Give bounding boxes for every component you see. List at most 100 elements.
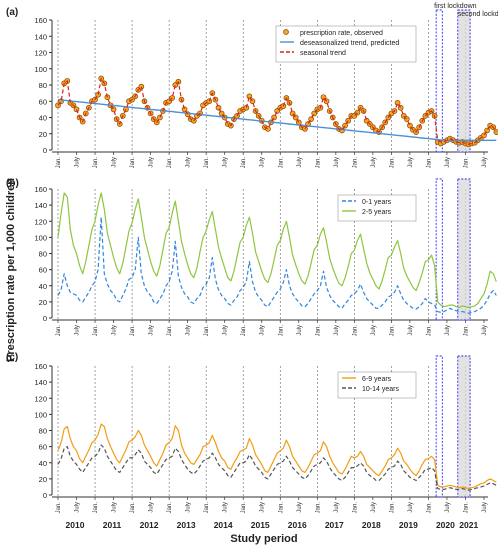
- x-tick-label: Jan.: [167, 502, 173, 514]
- x-tick-label: Jan.: [204, 325, 210, 337]
- y-tick-label: 80: [39, 427, 47, 436]
- x-tick-label: July: [186, 157, 192, 168]
- series-deseasonalized-trend-predicted: [57, 98, 497, 142]
- x-tick-label: Jan.: [241, 157, 247, 169]
- x-tick-label: Jan.: [130, 325, 136, 337]
- year-label: 2020: [436, 520, 455, 530]
- series-line: [57, 98, 497, 142]
- x-tick-label: July: [260, 157, 266, 168]
- year-label: 2012: [140, 520, 159, 530]
- x-tick-label: July: [223, 502, 229, 513]
- x-tick-label: Jan.: [93, 325, 99, 337]
- x-tick-label: July: [223, 325, 229, 336]
- series-2-5-years: [57, 192, 497, 309]
- x-tick-label: July: [186, 502, 192, 513]
- annotation-first-lockdown: first lockdown: [434, 3, 477, 10]
- legend-box: [275, 25, 417, 63]
- legend-box: [337, 371, 417, 399]
- x-tick-label: July: [112, 157, 118, 168]
- legend-entry: 10-14 years: [342, 386, 399, 393]
- legend-label: seasonal trend: [300, 50, 346, 57]
- x-tick-label: Jan.: [56, 157, 62, 169]
- legend-entry: 6-9 years: [342, 376, 392, 383]
- x-tick-label: Jan.: [352, 157, 358, 169]
- legend-marker: [283, 29, 289, 35]
- x-tick-label: July: [482, 502, 488, 513]
- x-tick-label: July: [334, 157, 340, 168]
- legend-label: 2-5 years: [362, 209, 392, 216]
- data-point: [73, 106, 80, 113]
- legend-entry: prescription rate, observed: [283, 29, 383, 37]
- x-tick-label: July: [186, 325, 192, 336]
- x-tick-label: July: [371, 157, 377, 168]
- data-point: [243, 104, 250, 111]
- x-tick-label: Jan.: [93, 157, 99, 169]
- data-point: [265, 126, 271, 132]
- x-tick-label: July: [445, 157, 451, 168]
- legend-label: deseasonalized trend, predicted: [300, 40, 399, 47]
- y-tick-label: 0: [43, 314, 47, 323]
- series-line: [57, 444, 497, 491]
- x-tick-label: July: [149, 157, 155, 168]
- first-lockdown-box: [435, 9, 443, 153]
- series-line: [57, 216, 497, 314]
- series-0-1-years: [57, 216, 497, 314]
- x-tick-label: July: [334, 502, 340, 513]
- x-tick-label: Jan.: [241, 325, 247, 337]
- year-labels: 2010 2011 2012 2013 2014 2015 2016 2017 2018 2019…: [66, 520, 479, 530]
- y-axis-label: Prescription rate per 1,000 children: [5, 178, 17, 362]
- x-tick-label: July: [112, 502, 118, 513]
- y-tick-label: 160: [34, 16, 47, 25]
- x-tick-label: July: [482, 157, 488, 168]
- y-tick-label: 160: [34, 362, 47, 371]
- x-tick-label: Jan.: [167, 325, 173, 337]
- x-tick-label: Jan.: [278, 325, 284, 337]
- x-tick-label: July: [371, 502, 377, 513]
- series-line: [57, 77, 497, 145]
- legend-label: prescription rate, observed: [300, 30, 383, 37]
- year-label: 2019: [399, 520, 418, 530]
- panel-label: (b): [6, 178, 19, 189]
- x-tick-label: July: [408, 157, 414, 168]
- legend-label: 10-14 years: [362, 386, 399, 393]
- x-tick-label: July: [445, 502, 451, 513]
- x-tick-label: July: [112, 325, 118, 336]
- series-10-14-years: [57, 444, 497, 491]
- x-tick-label: July: [297, 502, 303, 513]
- x-tick-label: July: [445, 325, 451, 336]
- x-axis-label: Study period: [230, 533, 297, 545]
- x-tick-label: Jan.: [426, 502, 432, 514]
- y-tick-label: 0: [43, 146, 47, 155]
- y-tick-label: 60: [39, 266, 47, 275]
- x-tick-label: July: [75, 325, 81, 336]
- x-tick-label: Jan.: [426, 157, 432, 169]
- x-tick-label: Jan.: [204, 502, 210, 514]
- y-tick-label: 100: [34, 233, 47, 242]
- y-tick-label: 40: [39, 459, 47, 468]
- legend-label: 0-1 years: [362, 199, 392, 206]
- second-lockdown-box: [457, 178, 471, 321]
- x-tick-label: July: [408, 502, 414, 513]
- panel-3: (c) 0 20 40 60 80 100 120 140 160 6-9 years 10-14 y…: [6, 352, 497, 514]
- x-tick-label: Jan.: [130, 157, 136, 169]
- y-tick-label: 140: [34, 378, 47, 387]
- y-tick-label: 60: [39, 443, 47, 452]
- x-tick-label: July: [371, 325, 377, 336]
- x-tick-label: July: [260, 325, 266, 336]
- x-tick-label: July: [260, 502, 266, 513]
- x-tick-label: July: [75, 502, 81, 513]
- year-label: 2016: [288, 520, 307, 530]
- x-tick-label: Jan.: [204, 157, 210, 169]
- x-tick-label: Jan.: [463, 157, 469, 169]
- x-tick-label: Jan.: [389, 325, 395, 337]
- y-tick-label: 60: [39, 97, 47, 106]
- year-label: 2011: [103, 520, 122, 530]
- x-tick-label: Jan.: [56, 502, 62, 514]
- x-tick-label: July: [482, 325, 488, 336]
- year-label: 2014: [214, 520, 233, 530]
- x-tick-label: July: [149, 502, 155, 513]
- x-tick-label: Jan.: [426, 325, 432, 337]
- y-tick-label: 100: [34, 410, 47, 419]
